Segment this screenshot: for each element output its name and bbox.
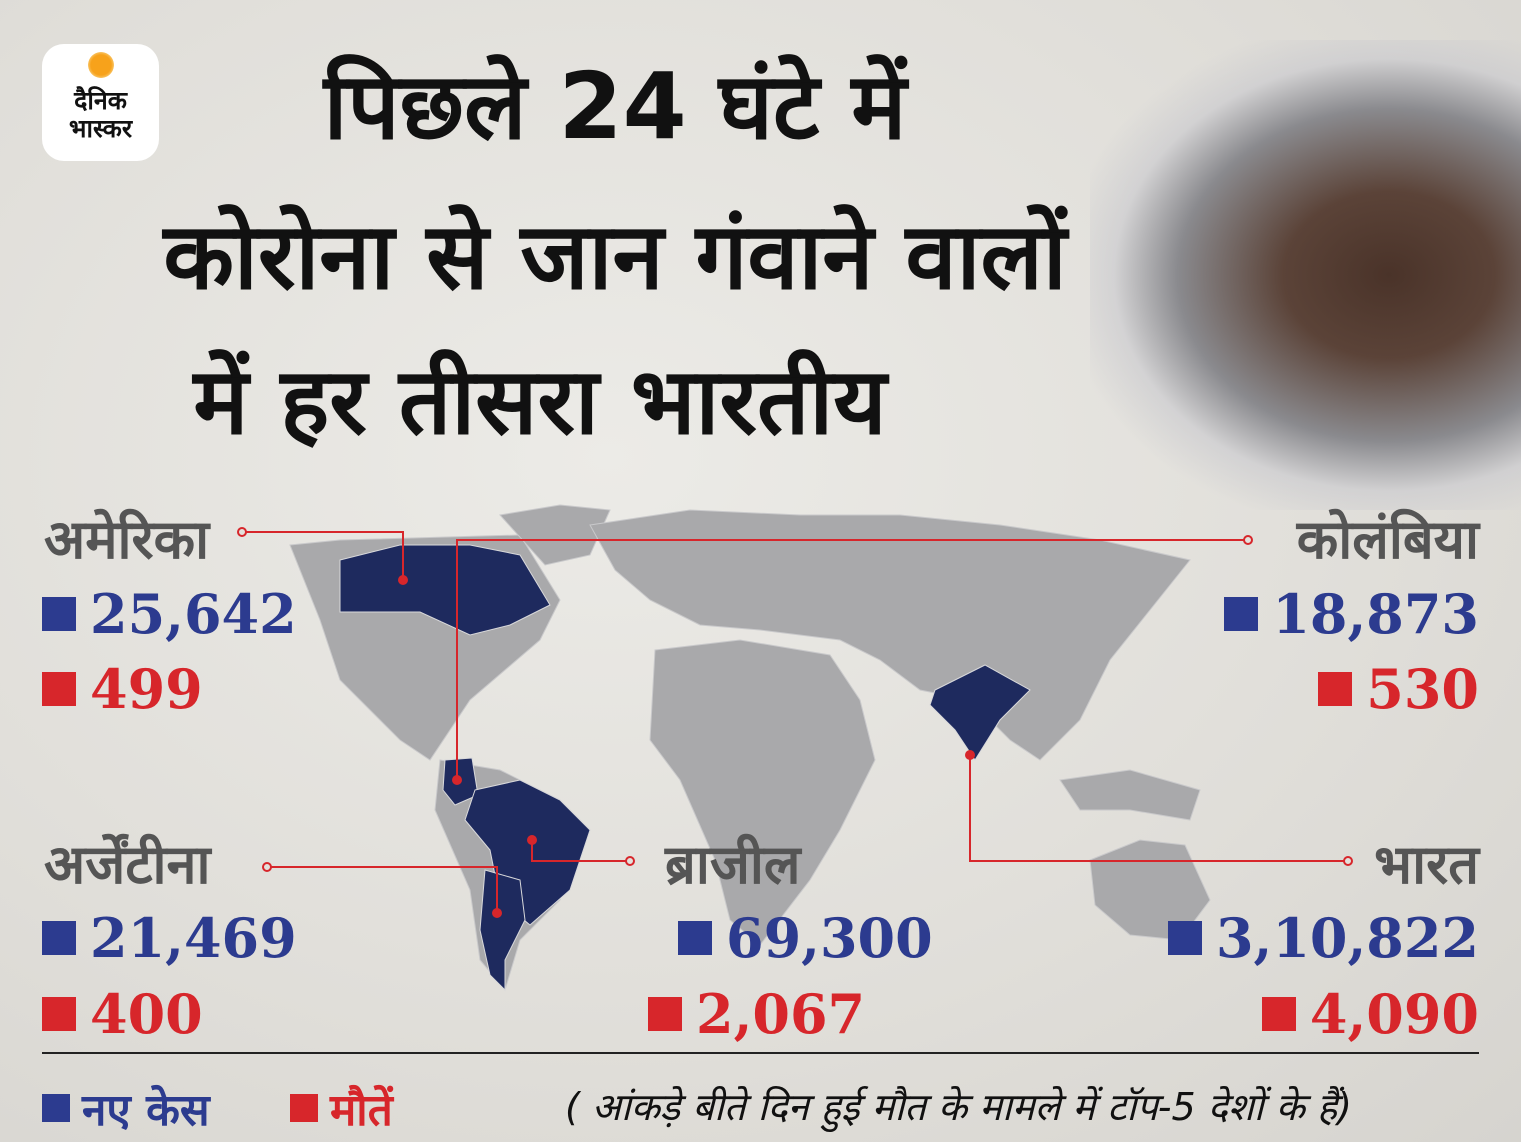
india xyxy=(929,664,1031,761)
southeast-asia xyxy=(1059,769,1201,821)
brazil-marker xyxy=(625,856,635,866)
australia xyxy=(1089,839,1211,941)
country-colombia: कोलंबिया xyxy=(1296,508,1479,571)
red-square-icon xyxy=(290,1094,318,1122)
country-usa: अमेरिका xyxy=(44,508,210,571)
logo-line1: दैनिक xyxy=(74,86,127,115)
argentina-leader-line xyxy=(267,866,498,913)
colombia-marker xyxy=(1243,535,1253,545)
africa xyxy=(649,639,876,946)
brazil-leader-line xyxy=(531,840,630,862)
canada xyxy=(339,544,551,636)
headline-line3: में हर तीसरा भारतीय xyxy=(193,348,887,455)
india-deaths: 4,090 xyxy=(1261,982,1479,1046)
argentina-cases: 21,469 xyxy=(42,906,297,970)
argentina-marker xyxy=(262,862,272,872)
headline-line1: पिछले 24 घंटे में xyxy=(323,53,907,160)
blue-square-icon xyxy=(42,1094,70,1122)
india-marker xyxy=(1343,856,1353,866)
brazil-cases: 69,300 xyxy=(678,906,933,970)
india-cases: 3,10,822 xyxy=(1167,906,1479,970)
legend-cases: नए केस xyxy=(42,1078,210,1138)
usa-leader-line xyxy=(242,531,404,580)
argentina-deaths: 400 xyxy=(42,982,203,1046)
footnote: ( आंकड़े बीते दिन हुई मौत के मामले में ट… xyxy=(565,1085,1352,1129)
usa-deaths: 499 xyxy=(42,657,203,721)
usa-cases: 25,642 xyxy=(42,582,297,646)
eurasia xyxy=(589,509,1191,761)
brazil xyxy=(464,779,591,926)
country-brazil: ब्राजील xyxy=(665,833,801,896)
logo-line2: भास्कर xyxy=(68,114,133,143)
argentina xyxy=(479,869,526,992)
legend-deaths: मौतें xyxy=(290,1078,393,1138)
country-argentina: अर्जेंटीना xyxy=(44,833,211,896)
brazil-deaths: 2,067 xyxy=(648,982,865,1046)
colombia-deaths: 530 xyxy=(1318,657,1479,721)
headline-line2: कोरोना से जान गंवाने वालों xyxy=(163,203,1067,310)
sun-icon xyxy=(88,52,114,78)
dainik-bhaskar-logo: दैनिक भास्कर xyxy=(42,44,159,161)
india-leader-line xyxy=(969,755,1348,862)
colombia-leader-line xyxy=(456,539,1248,780)
patient-photo xyxy=(1090,40,1521,510)
colombia-cases: 18,873 xyxy=(1224,582,1479,646)
divider xyxy=(42,1052,1479,1054)
country-india: भारत xyxy=(1374,833,1479,896)
usa-marker xyxy=(237,527,247,537)
